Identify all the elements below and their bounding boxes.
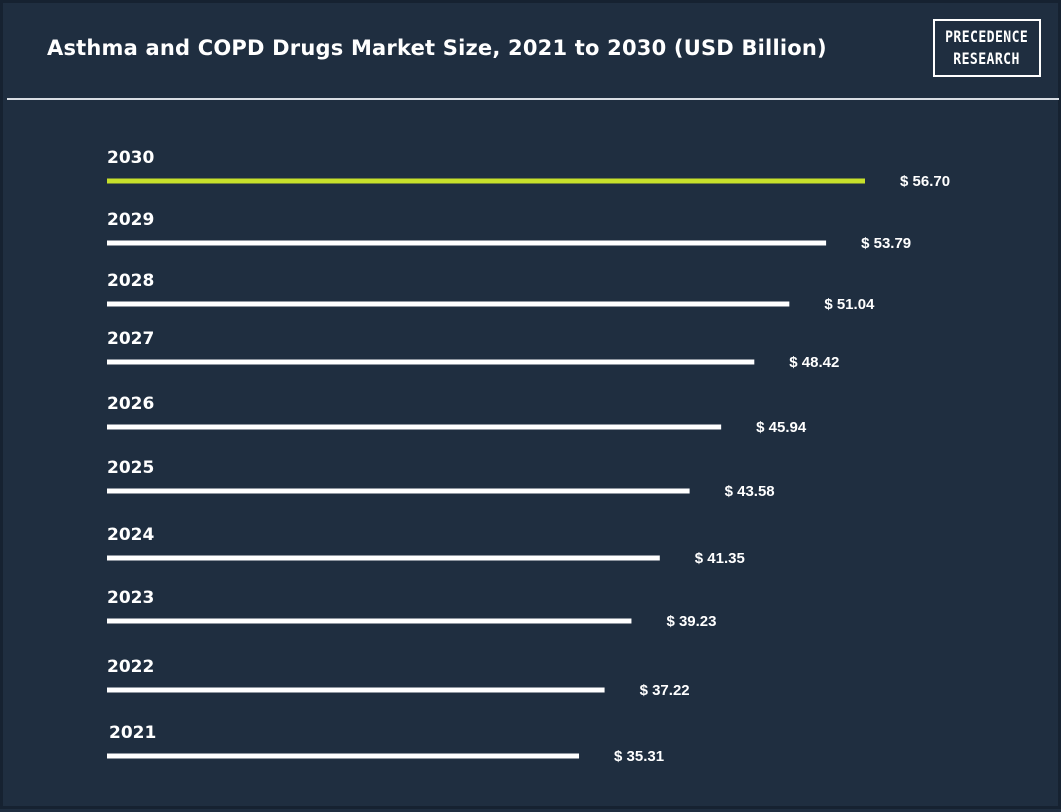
value-label-2022: $ 37.22 [640, 682, 690, 699]
category-label-2025: 2025 [107, 458, 154, 478]
bar-2022 [107, 687, 605, 693]
category-label-2023: 2023 [107, 588, 154, 608]
value-label-2026: $ 45.94 [756, 419, 807, 436]
bar-2026 [107, 424, 722, 430]
bar-2024 [107, 555, 660, 561]
title-divider [7, 98, 1059, 100]
value-label-2028: $ 51.04 [824, 296, 875, 313]
category-label-2026: 2026 [107, 394, 154, 414]
value-label-2030: $ 56.70 [900, 173, 950, 190]
category-label-2021: 2021 [109, 723, 156, 743]
bar-2029 [107, 240, 827, 246]
precedence-research-logo: PRECEDENCE RESEARCH [933, 19, 1041, 77]
bar-2021 [107, 753, 580, 759]
bar-chart: 2030 $ 56.70 2029 $ 53.79 2028 $ 51.04 2027 $ 4… [107, 148, 950, 765]
value-label-2029: $ 53.79 [861, 235, 911, 252]
logo-line-1: PRECEDENCE [945, 27, 1029, 46]
value-label-2021: $ 35.31 [614, 748, 664, 765]
category-label-2022: 2022 [107, 657, 154, 677]
category-label-2028: 2028 [107, 271, 154, 291]
bar-2023 [107, 618, 632, 624]
category-label-2024: 2024 [107, 525, 154, 545]
logo-line-2: RESEARCH [953, 49, 1021, 68]
category-label-2030: 2030 [107, 148, 154, 168]
bar-2025 [107, 488, 690, 494]
bar-2030 [107, 178, 865, 184]
bar-2027 [107, 359, 755, 365]
category-label-2027: 2027 [107, 329, 154, 349]
category-label-2029: 2029 [107, 210, 154, 230]
chart-title: Asthma and COPD Drugs Market Size, 2021 … [47, 36, 827, 60]
bar-2028 [107, 301, 790, 307]
value-label-2023: $ 39.23 [666, 613, 716, 630]
value-label-2024: $ 41.35 [695, 550, 745, 567]
value-label-2027: $ 48.42 [789, 354, 839, 371]
value-label-2025: $ 43.58 [725, 483, 775, 500]
